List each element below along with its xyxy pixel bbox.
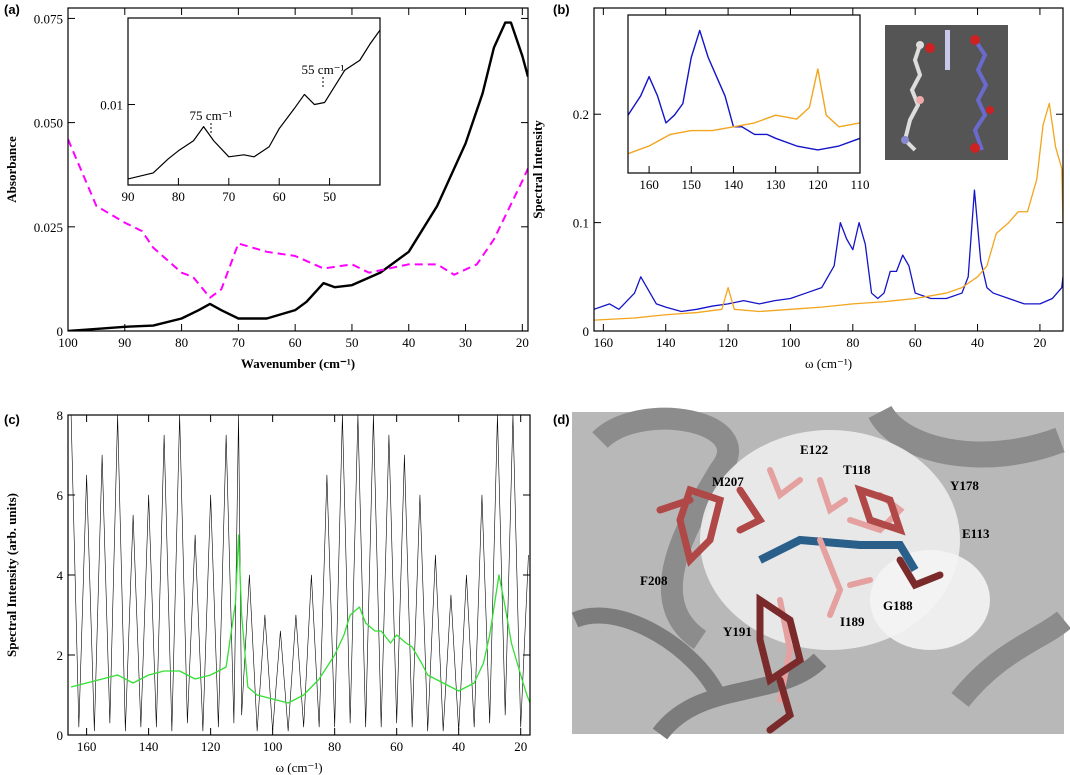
x-tick-label: 80 (172, 189, 185, 204)
residue-label: I189 (840, 614, 865, 629)
residue-label: E113 (962, 526, 990, 541)
x-tick-label: 130 (766, 177, 786, 192)
x-tick-label: 120 (201, 739, 221, 754)
residue-label: Y191 (723, 624, 752, 639)
plot-area (628, 15, 860, 173)
y-axis-label: Spectral Intensity (530, 120, 545, 219)
y-tick-label: 6 (57, 488, 64, 503)
x-tick-label: 120 (718, 335, 738, 350)
plot-area (128, 18, 380, 185)
y-axis-label: Spectral Intensity (arb. units) (4, 493, 19, 657)
residue-label: Y178 (950, 478, 979, 493)
y-tick-label: 0.01 (100, 98, 123, 113)
x-tick-label: 40 (452, 739, 465, 754)
panel-label: (c) (4, 412, 20, 427)
x-axis-label: Wavenumber (cm⁻¹) (241, 356, 355, 371)
x-tick-label: 30 (459, 335, 472, 350)
x-tick-label: 140 (656, 335, 676, 350)
series-line (68, 21, 528, 331)
y-axis-label: Absorbance (4, 136, 19, 203)
x-tick-label: 110 (850, 177, 869, 192)
x-axis-label: ω (cm⁻¹) (805, 356, 852, 371)
y-tick-label: 0.2 (573, 107, 589, 122)
y-tick-label: 8 (57, 408, 64, 423)
x-tick-label: 160 (639, 177, 659, 192)
protein-image (571, 405, 1070, 740)
series-line (70, 415, 529, 732)
panel-label: (b) (553, 2, 570, 17)
series-line (628, 29, 860, 151)
x-tick-label: 80 (175, 335, 188, 350)
x-tick-label: 160 (594, 335, 614, 350)
x-tick-label: 40 (971, 335, 984, 350)
x-tick-label: 100 (263, 739, 283, 754)
series-line (68, 138, 528, 299)
plot-frame (627, 14, 861, 174)
y-tick-label: 0.075 (34, 11, 63, 26)
x-tick-label: 100 (781, 335, 801, 350)
x-tick-label: 140 (724, 177, 744, 192)
x-tick-label: 160 (77, 739, 97, 754)
annotation: 55 cm⁻¹ (302, 62, 345, 77)
x-tick-label: 20 (514, 739, 527, 754)
y-tick-label: 0.050 (34, 116, 63, 131)
series-line (628, 68, 860, 155)
plot-frame (593, 7, 1064, 332)
series-line (128, 29, 380, 180)
plot-frame (127, 17, 381, 186)
x-tick-label: 120 (808, 177, 828, 192)
x-tick-label: 80 (328, 739, 341, 754)
plot-area (68, 415, 530, 735)
annotation: 75 cm⁻¹ (190, 108, 233, 123)
x-tick-label: 40 (402, 335, 415, 350)
y-tick-label: 0 (583, 324, 590, 339)
plot-frame (67, 7, 529, 332)
series-line (594, 189, 1063, 313)
x-tick-label: 90 (122, 189, 135, 204)
x-tick-label: 60 (289, 335, 302, 350)
x-tick-label: 20 (1033, 335, 1046, 350)
x-tick-label: 20 (516, 335, 529, 350)
x-tick-label: 50 (345, 335, 358, 350)
x-tick-label: 60 (390, 739, 403, 754)
series-line (594, 102, 1063, 321)
panel-label: (d) (553, 412, 570, 427)
y-tick-label: 0 (57, 324, 64, 339)
y-tick-label: 0.1 (573, 216, 589, 231)
panel-label: (a) (4, 2, 20, 17)
residue-label: M207 (712, 474, 744, 489)
x-tick-label: 80 (846, 335, 859, 350)
x-tick-label: 140 (139, 739, 159, 754)
x-tick-label: 50 (323, 189, 336, 204)
x-tick-label: 70 (222, 189, 235, 204)
x-tick-label: 90 (118, 335, 131, 350)
series-line (70, 534, 530, 704)
x-axis-label: ω (cm⁻¹) (275, 760, 322, 775)
residue-label: E122 (800, 442, 828, 457)
y-tick-label: 0 (57, 728, 64, 743)
molecule-image (885, 25, 1008, 160)
y-tick-label: 0.025 (34, 220, 63, 235)
y-tick-label: 2 (57, 648, 64, 663)
x-tick-label: 60 (909, 335, 922, 350)
x-tick-label: 60 (273, 189, 286, 204)
residue-label: F208 (640, 573, 668, 588)
residue-label: T118 (843, 462, 871, 477)
x-tick-label: 100 (58, 335, 78, 350)
residue-label: G188 (883, 598, 913, 613)
y-tick-label: 4 (57, 568, 64, 583)
x-tick-label: 150 (682, 177, 702, 192)
x-tick-label: 70 (232, 335, 245, 350)
